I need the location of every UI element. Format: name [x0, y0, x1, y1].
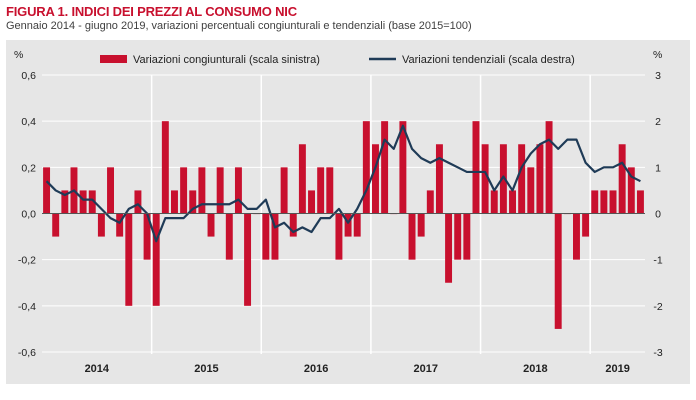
bar: [618, 144, 626, 214]
legend: Variazioni congiunturali (scala sinistra…: [100, 54, 575, 66]
bar: [79, 190, 87, 214]
bar: [472, 121, 480, 214]
right-tick-label: -2: [653, 301, 662, 313]
left-tick-label: 0,6: [21, 70, 36, 82]
bar: [518, 144, 526, 214]
left-tick-label: 0,4: [21, 116, 36, 128]
year-label: 2016: [304, 363, 328, 375]
left-tick-label: -0,6: [18, 347, 36, 359]
year-label: 2019: [605, 363, 629, 375]
year-label: 2015: [194, 363, 218, 375]
bar: [353, 213, 361, 237]
bar: [417, 213, 425, 237]
bar: [244, 213, 252, 306]
right-axis-unit: %: [653, 49, 662, 61]
bar: [582, 213, 590, 237]
bar: [216, 167, 224, 214]
year-label: 2014: [85, 363, 110, 375]
bar: [280, 167, 288, 214]
bar: [536, 144, 544, 214]
bar: [445, 213, 453, 283]
bar: [372, 144, 379, 214]
bar: [52, 213, 60, 237]
bar: [463, 213, 471, 260]
bar: [289, 213, 297, 237]
bar: [499, 144, 507, 214]
bar: [545, 121, 553, 214]
bar: [198, 167, 206, 214]
bar: [600, 190, 608, 214]
left-axis-unit: %: [14, 49, 23, 61]
bar: [125, 213, 133, 306]
bar: [116, 213, 124, 237]
bar: [335, 213, 343, 260]
chart-title-line: FIGURA 1. INDICI DEI PREZZI AL CONSUMO N…: [6, 3, 472, 20]
right-tick-label: 0: [655, 209, 661, 221]
year-label: 2017: [413, 363, 437, 375]
bar: [362, 121, 370, 214]
bar: [134, 190, 142, 214]
bar: [171, 190, 178, 214]
bar: [481, 144, 489, 214]
bar: [262, 213, 270, 260]
year-label: 2018: [523, 363, 547, 375]
bar: [317, 167, 325, 214]
bar: [143, 213, 151, 260]
bar: [344, 213, 352, 237]
bar: [609, 190, 617, 214]
right-tick-label: -1: [653, 255, 662, 267]
bar: [636, 190, 644, 214]
figure-label: FIGURA 1.: [6, 4, 69, 19]
bar: [61, 190, 69, 214]
chart-frame: [6, 40, 690, 384]
bar: [426, 190, 434, 214]
axes: -0,6 -3 -0,4 -2 -0,2 -1 0,0 0 0,2 1 0,4 2 0,6 3% % 2014…: [14, 49, 663, 375]
chart-title: INDICI DEI PREZZI AL CONSUMO NIC: [71, 4, 297, 19]
bar: [43, 167, 51, 214]
bar: [225, 213, 233, 260]
bar: [408, 213, 416, 260]
left-tick-label: -0,2: [18, 255, 36, 267]
bar: [161, 121, 169, 214]
left-tick-label: 0,0: [21, 209, 36, 221]
bar: [88, 190, 96, 214]
bar: [234, 167, 242, 214]
bar: [326, 167, 334, 214]
bar: [207, 213, 215, 237]
bar: [490, 190, 498, 214]
legend-line-label: Variazioni tendenziali (scala destra): [402, 54, 575, 66]
right-tick-label: 2: [655, 116, 661, 128]
trend-line: [45, 124, 641, 243]
bar: [298, 144, 306, 214]
legend-bar-label: Variazioni congiunturali (scala sinistra…: [133, 54, 320, 66]
left-tick-label: 0,2: [21, 162, 36, 174]
bar-series: [43, 121, 644, 329]
right-tick-label: 3: [655, 70, 661, 82]
legend-bar-swatch: [100, 55, 127, 63]
bar: [554, 213, 562, 329]
bar: [527, 167, 535, 214]
bar: [152, 213, 160, 306]
line-series: [45, 124, 641, 243]
bar: [271, 213, 279, 260]
bar: [591, 190, 599, 214]
bar: [97, 213, 105, 237]
bar: [509, 190, 516, 214]
bar: [189, 190, 197, 214]
chart-subtitle: Gennaio 2014 - giugno 2019, variazioni p…: [6, 20, 472, 32]
bar: [399, 121, 407, 214]
bar: [627, 167, 635, 214]
bar: [435, 144, 443, 214]
right-tick-label: 1: [655, 162, 661, 174]
bar: [180, 167, 188, 214]
bar: [573, 213, 580, 260]
right-tick-label: -3: [653, 347, 662, 359]
bar: [308, 190, 315, 214]
chart-header: FIGURA 1. INDICI DEI PREZZI AL CONSUMO N…: [6, 3, 472, 33]
bar: [381, 121, 389, 214]
bar: [454, 213, 462, 260]
left-tick-label: -0,4: [18, 301, 36, 313]
bar: [107, 167, 114, 214]
